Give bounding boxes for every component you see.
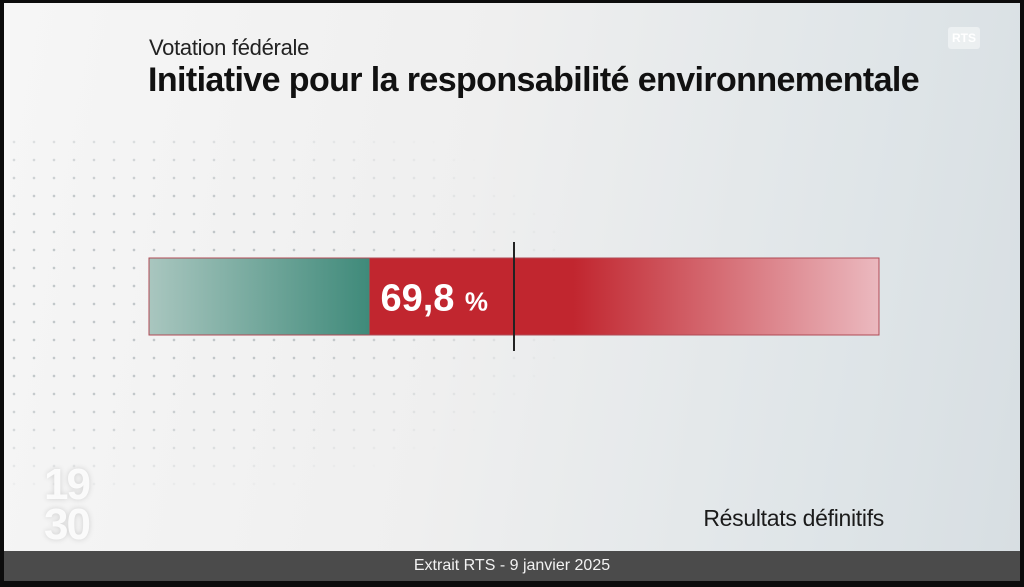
vote-subtitle: Votation fédérale	[149, 35, 310, 60]
yes-bar-segment	[149, 258, 370, 335]
vote-title: Initiative pour la responsabilité enviro…	[148, 61, 920, 99]
broadcast-frame: Votation fédérale Initiative pour la res…	[4, 3, 1020, 581]
show-19h30-logo: 19 30	[44, 460, 91, 549]
source-caption: Extrait RTS - 9 janvier 2025	[413, 557, 611, 574]
caption-bar: Extrait RTS - 9 janvier 2025	[4, 551, 1020, 581]
no-percentage-label: 69,8 %	[380, 278, 488, 320]
rts-logo: RTS	[948, 27, 980, 49]
no-percentage-value: 69,8	[380, 278, 454, 320]
percent-unit: %	[465, 287, 488, 317]
no-bar-segment	[369, 258, 879, 335]
result-status-label: Résultats définitifs	[703, 505, 884, 531]
result-chart: 69,8 %	[148, 242, 880, 351]
